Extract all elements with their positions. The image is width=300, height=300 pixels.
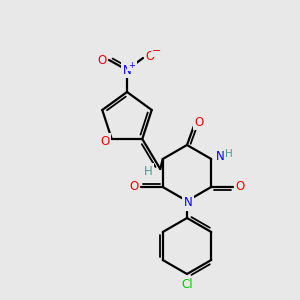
Text: N: N	[184, 196, 192, 209]
Text: O: O	[129, 181, 138, 194]
Text: H: H	[225, 149, 233, 159]
Text: O: O	[194, 116, 203, 129]
Text: O: O	[100, 134, 109, 148]
Text: O: O	[98, 53, 106, 67]
Text: −: −	[152, 46, 162, 56]
Text: O: O	[146, 50, 154, 62]
Text: O: O	[236, 181, 245, 194]
Text: Cl: Cl	[181, 278, 193, 290]
Text: H: H	[144, 164, 153, 178]
Text: N: N	[216, 151, 225, 164]
Text: +: +	[129, 61, 135, 70]
Text: N: N	[123, 64, 131, 76]
